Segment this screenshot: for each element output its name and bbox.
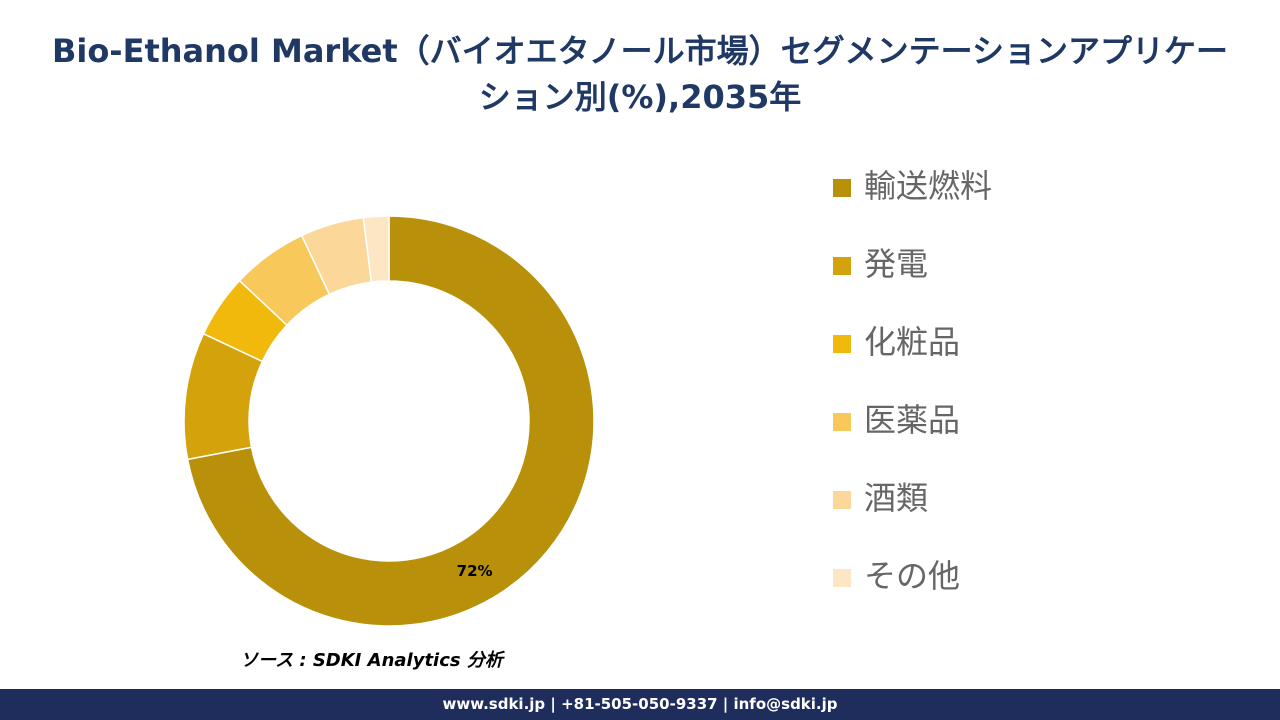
legend-swatch	[833, 335, 851, 353]
donut-segment	[362, 215, 390, 283]
legend-swatch	[833, 257, 851, 275]
donut-segment	[186, 215, 595, 627]
legend-swatch	[833, 491, 851, 509]
legend-label: その他	[864, 557, 960, 595]
legend-label: 発電	[864, 245, 928, 283]
footer: www.sdki.jp | +81-505-050-9337 | info@sd…	[0, 689, 1280, 720]
legend-label: 輸送燃料	[864, 167, 992, 205]
legend-swatch	[833, 179, 851, 197]
chart-title: Bio-Ethanol Market（バイオエタノール市場）セグメンテーションア…	[51, 32, 1229, 116]
legend-swatch	[833, 413, 851, 431]
legend-label: 酒類	[864, 479, 928, 517]
legend-label: 化粧品	[864, 323, 960, 361]
source: ソース : SDKI Analytics 分析	[240, 650, 503, 671]
data-label: 72%	[457, 562, 493, 580]
legend-label: 医薬品	[864, 401, 960, 439]
legend-swatch	[833, 569, 851, 587]
